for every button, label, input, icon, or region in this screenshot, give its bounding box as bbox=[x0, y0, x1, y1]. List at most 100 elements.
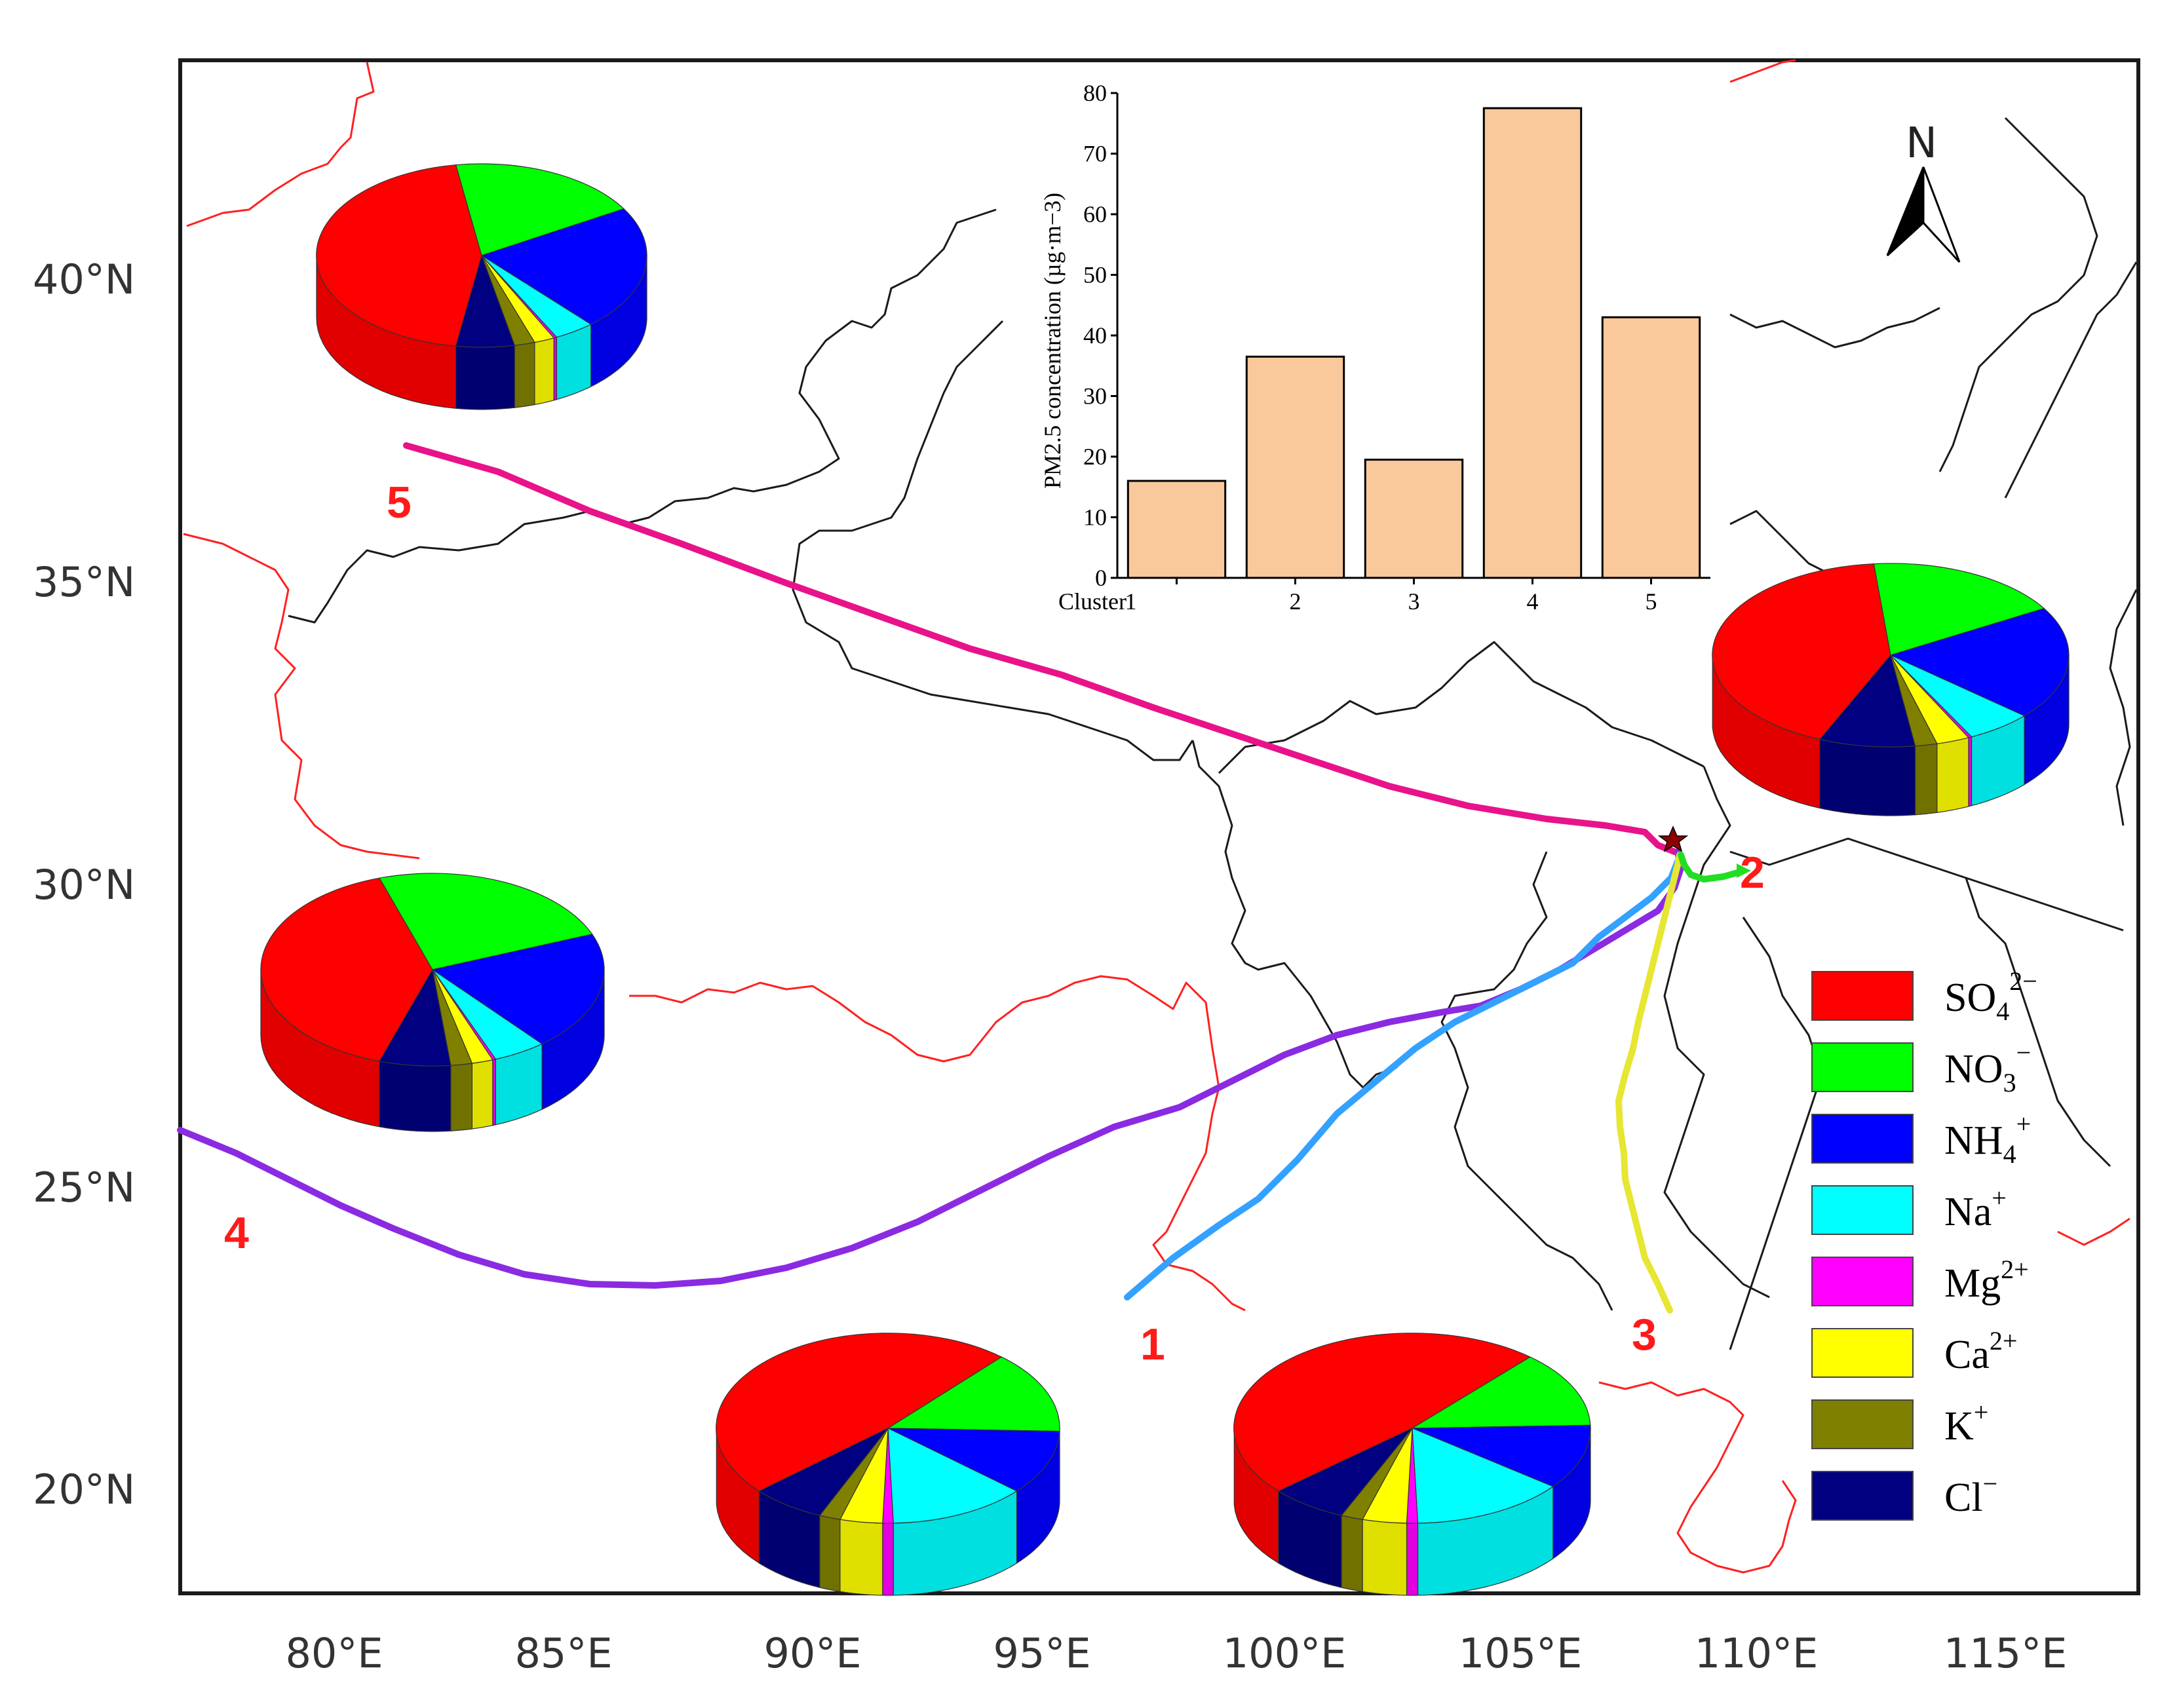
border-chongqing-hunan bbox=[1663, 766, 1770, 1299]
lon-label-115: 115°E bbox=[1944, 1629, 2068, 1677]
pie-side-5-6 bbox=[514, 341, 535, 408]
legend-item-1: NO3− bbox=[1811, 1038, 2031, 1097]
pie-slice-5-2 bbox=[480, 208, 647, 325]
pie-slice-2-0 bbox=[1712, 563, 1891, 740]
cluster-label-3: 3 bbox=[1632, 1310, 1657, 1359]
pie-slice-3-7 bbox=[1277, 1428, 1413, 1516]
legend-item-0: SO42− bbox=[1811, 966, 2037, 1026]
receptor-site-marker bbox=[1657, 826, 1689, 852]
star-icon bbox=[1657, 826, 1689, 852]
north-label: N bbox=[1906, 119, 1937, 168]
lon-label-85: 85°E bbox=[514, 1629, 612, 1677]
legend-swatch bbox=[1811, 1114, 1914, 1164]
trajectory-cluster-3 bbox=[1615, 852, 1683, 1314]
pie-slice-3-0 bbox=[1233, 1333, 1532, 1492]
pie-slice-1-3 bbox=[887, 1428, 1018, 1524]
pie-side-1-4 bbox=[882, 1523, 894, 1596]
border-hainan-coast bbox=[1598, 1381, 1797, 1574]
bar-cluster-4 bbox=[1482, 107, 1583, 579]
legend-swatch bbox=[1811, 1042, 1914, 1092]
bar-cluster-2 bbox=[1245, 355, 1345, 579]
legend-item-7: Cl− bbox=[1811, 1469, 1997, 1521]
legend-item-6: K+ bbox=[1811, 1397, 1988, 1449]
pie-cluster-5 bbox=[316, 163, 647, 410]
border-qinghai-south bbox=[792, 320, 1194, 761]
cluster-label-2: 2 bbox=[1740, 848, 1765, 898]
lon-label-95: 95°E bbox=[993, 1629, 1090, 1677]
legend-item-3: Na+ bbox=[1811, 1183, 2007, 1235]
pie-side-1-6 bbox=[819, 1515, 841, 1592]
bar-x-tick-label: 3 bbox=[1408, 588, 1420, 615]
legend-item-2: NH4+ bbox=[1811, 1109, 2031, 1169]
pie-side-5-7 bbox=[455, 345, 515, 410]
bar-y-tick-label: 20 bbox=[1083, 444, 1107, 470]
legend-label: NO3− bbox=[1944, 1038, 2031, 1097]
border-coast-east bbox=[2057, 1217, 2130, 1246]
bar-y-tick-label: 0 bbox=[1095, 565, 1107, 591]
pie-slice-5-7 bbox=[455, 254, 516, 348]
cluster-label-1: 1 bbox=[1140, 1319, 1165, 1369]
pie-cluster-1 bbox=[716, 1333, 1060, 1596]
border-jiangxi bbox=[1965, 877, 2111, 1167]
border-south bbox=[629, 975, 1246, 1312]
legend-label: SO42− bbox=[1944, 966, 2037, 1026]
border-north-china-a bbox=[1938, 117, 2098, 472]
trajectories bbox=[177, 442, 1745, 1314]
legend-swatch bbox=[1811, 1328, 1914, 1378]
border-hubei-south bbox=[1729, 837, 2124, 932]
cluster-label-5: 5 bbox=[387, 478, 412, 527]
pm25-bar-chart: 0 10 20 30 40 50 60 70 80 1 2 3 4 5 Cluster PM2.5 con… bbox=[1039, 80, 1717, 615]
pie-side-4-6 bbox=[450, 1063, 473, 1131]
border-sichuan-west bbox=[1191, 740, 1417, 1089]
bar-cluster-1 bbox=[1127, 480, 1227, 579]
pie-side-3-5 bbox=[1362, 1519, 1408, 1596]
border-hunan-west bbox=[1729, 917, 1823, 1350]
pie-slice-3-1 bbox=[1410, 1356, 1591, 1429]
pie-side-5-5 bbox=[534, 337, 554, 406]
pie-slice-4-0 bbox=[260, 877, 433, 1062]
bar-chart-ylabel: PM2.5 concentration (µg·m−3) bbox=[1039, 193, 1066, 489]
pie-slice-2-7 bbox=[1819, 654, 1916, 748]
lon-label-105: 105°E bbox=[1459, 1629, 1583, 1677]
pie-slice-4-7 bbox=[379, 968, 452, 1067]
legend-item-4: Mg2+ bbox=[1811, 1255, 2029, 1306]
lat-label-30: 30°N bbox=[33, 861, 135, 909]
bar-y-tick-label: 60 bbox=[1083, 201, 1107, 227]
bar-chart-bars bbox=[1127, 107, 1701, 579]
legend-label: Cl− bbox=[1944, 1469, 1997, 1520]
bar-y-tick-label: 50 bbox=[1083, 262, 1107, 288]
legend-label: NH4+ bbox=[1944, 1109, 2031, 1169]
bar-cluster-3 bbox=[1364, 459, 1464, 579]
longitude-labels: 80°E 85°E 90°E 95°E 100°E 105°E 110°E 11… bbox=[285, 1629, 2067, 1677]
border-northeast-a bbox=[1729, 59, 1796, 83]
pie-side-1-5 bbox=[839, 1519, 883, 1596]
bar-y-tick-label: 40 bbox=[1083, 322, 1107, 349]
legend-label: Mg2+ bbox=[1944, 1255, 2029, 1306]
bar-cluster-5 bbox=[1601, 316, 1701, 579]
pie-slice-2-2 bbox=[1889, 608, 2070, 717]
border-yunnan-guizhou bbox=[1440, 851, 1613, 1311]
pie-slice-4-1 bbox=[379, 873, 593, 970]
bar-y-tick-label: 30 bbox=[1083, 383, 1107, 409]
pie-side-3-4 bbox=[1406, 1523, 1419, 1596]
pie-slice-1-2 bbox=[887, 1428, 1060, 1492]
lon-label-80: 80°E bbox=[285, 1629, 383, 1677]
cluster-labels: 5 4 1 3 2 bbox=[224, 478, 1765, 1369]
pie-slice-3-3 bbox=[1412, 1428, 1554, 1524]
ion-legend: SO42− NO3− NH4+ Na+ Mg2+ Ca2+ K+ Cl− bbox=[1811, 966, 2037, 1521]
legend-label: K+ bbox=[1944, 1397, 1988, 1449]
border-qinghai-north bbox=[288, 208, 997, 624]
legend-swatch bbox=[1811, 1257, 1914, 1306]
pie-side-3-6 bbox=[1341, 1515, 1363, 1592]
lat-label-40: 40°N bbox=[33, 256, 135, 303]
pie-side-2-6 bbox=[1914, 743, 1938, 816]
lat-label-20: 20°N bbox=[33, 1466, 135, 1513]
bar-x-tick-label: 2 bbox=[1290, 588, 1301, 615]
pie-side-4-5 bbox=[471, 1059, 493, 1129]
legend-swatch bbox=[1811, 1399, 1914, 1449]
composition-pie-charts bbox=[260, 163, 2070, 1596]
trajectory-cluster-1 bbox=[1124, 855, 1682, 1300]
legend-label: Na+ bbox=[1944, 1183, 2007, 1234]
border-gansu-sichuan bbox=[1218, 641, 1705, 774]
bar-chart-ticks: 0 10 20 30 40 50 60 70 80 1 2 3 4 5 bbox=[1083, 80, 1657, 615]
